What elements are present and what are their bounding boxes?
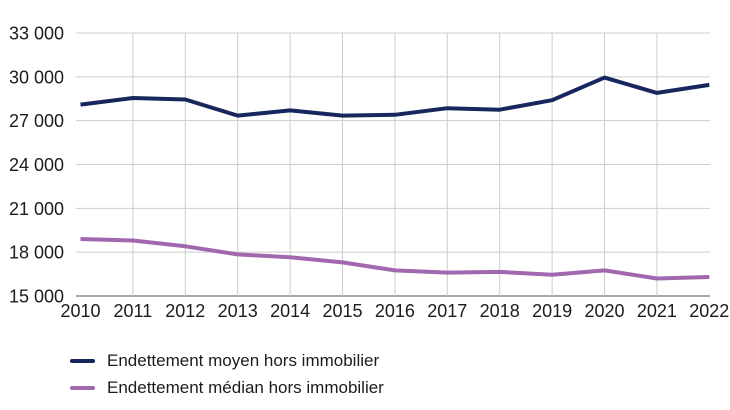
- x-tick-label: 2019: [532, 301, 572, 321]
- line-chart-canvas: 15 000 18 000 21 000 24 000 27 000 30 000 33 0…: [9, 24, 729, 322]
- x-tick-label: 2012: [165, 301, 205, 321]
- series-line-moyen: [80, 75, 710, 118]
- x-tick-label: 2022: [689, 301, 729, 321]
- x-tick-label: 2014: [270, 301, 310, 321]
- x-tick-label: 2013: [218, 301, 258, 321]
- legend-label-median: Endettement médian hors immobilier: [107, 378, 384, 397]
- x-tick-label: 2020: [584, 301, 624, 321]
- legend-swatch-median-icon: [70, 386, 95, 390]
- x-tick-label: 2018: [480, 301, 520, 321]
- x-tick-label: 2015: [322, 301, 362, 321]
- x-tick-label: 2010: [60, 301, 100, 321]
- legend: Endettement moyen hors immobilier Endett…: [70, 350, 384, 399]
- y-tick-label: 30 000: [9, 67, 64, 87]
- x-tick-label: 2011: [114, 301, 153, 321]
- x-tick-label: 2016: [375, 301, 415, 321]
- x-tick-label: 2017: [427, 301, 467, 321]
- series-line-median: [80, 237, 710, 281]
- y-tick-label: 21 000: [9, 199, 64, 219]
- legend-item-moyen: Endettement moyen hors immobilier: [70, 350, 384, 372]
- y-tick-label: 33 000: [9, 24, 64, 44]
- y-tick-label: 18 000: [9, 243, 64, 263]
- y-tick-label: 24 000: [9, 155, 64, 175]
- legend-swatch-moyen-icon: [70, 359, 95, 363]
- y-tick-label: 27 000: [9, 111, 64, 131]
- y-tick-label: 15 000: [9, 287, 64, 307]
- legend-item-median: Endettement médian hors immobilier: [70, 377, 384, 399]
- legend-label-moyen: Endettement moyen hors immobilier: [107, 351, 380, 370]
- x-tick-label: 2021: [637, 301, 677, 321]
